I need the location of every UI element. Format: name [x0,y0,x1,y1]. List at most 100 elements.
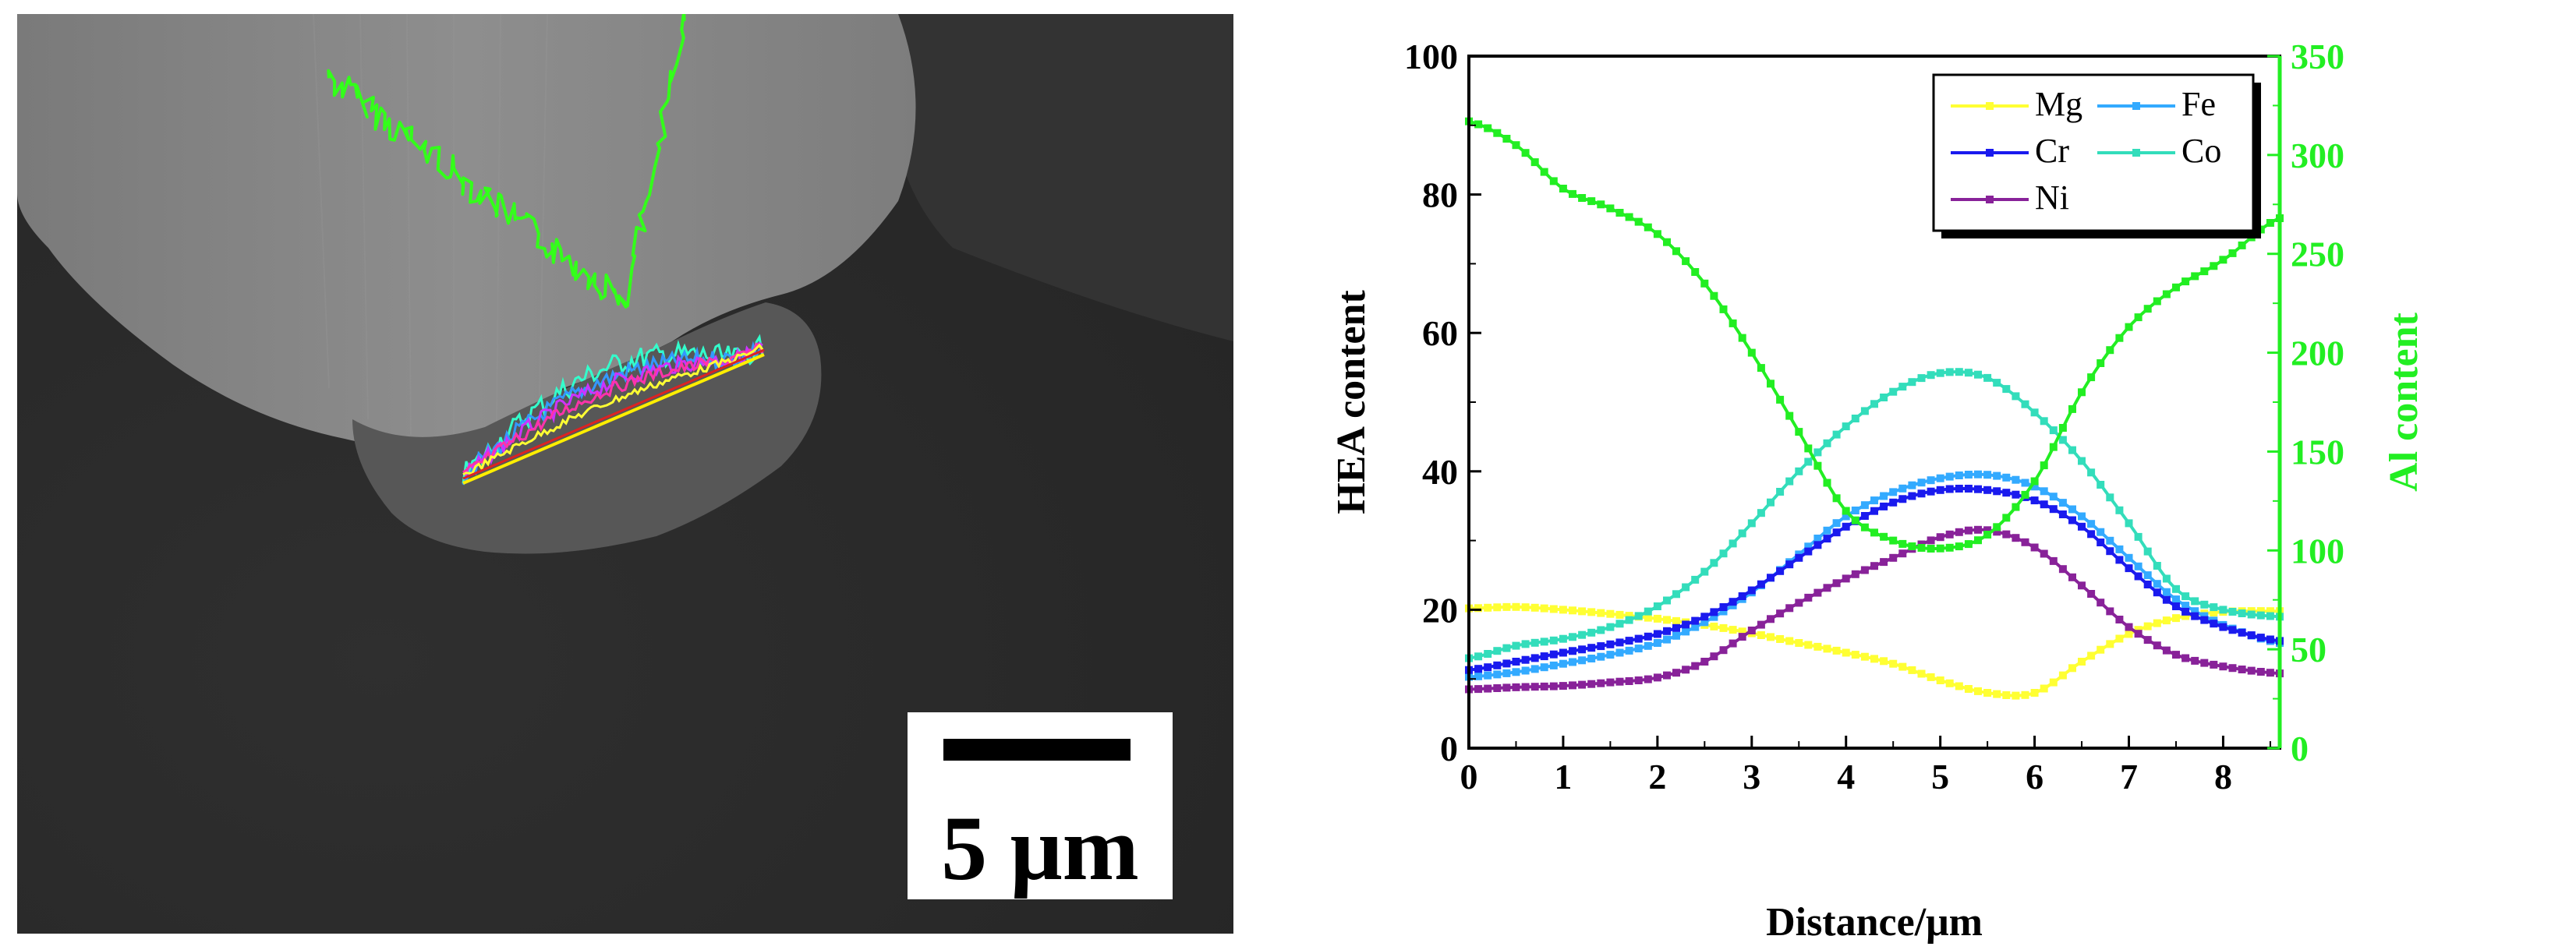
data-point [1747,627,1756,634]
data-point [2266,635,2274,644]
series-layer [1465,117,2284,700]
data-point [1625,677,1633,685]
sem-scan-line [462,353,765,485]
data-point [1767,498,1775,507]
data-point [1615,638,1624,647]
y2-tick-label: 100 [2291,531,2344,570]
data-point [2021,479,2029,487]
data-point [1785,560,1794,569]
data-point [1974,470,1982,479]
data-point [1767,380,1775,388]
data-point [2134,562,2143,570]
data-point [1559,682,1567,690]
data-point [2125,564,2133,573]
data-point [2049,493,2058,501]
data-point [2106,346,2114,355]
data-point [1795,599,1803,607]
data-point [2210,609,2218,616]
data-point [1663,616,1671,624]
x-axis-title: Distance/μm [1766,900,1983,945]
data-point [1474,665,1483,673]
data-point [2162,646,2171,655]
legend-item-ni: Ni [1951,178,2069,217]
x-tick-label: 0 [1460,757,1478,796]
data-point [1484,684,1492,693]
data-point [2097,359,2105,367]
data-point [1493,603,1502,612]
data-point [1936,676,1944,684]
series-mg [1465,602,2284,700]
data-point [1710,608,1718,616]
data-point [1776,609,1785,618]
y2-tick-label: 300 [2291,136,2344,175]
data-point [2115,334,2124,342]
data-point [1832,528,1841,537]
data-point [2210,620,2218,628]
data-point [1993,690,2001,698]
data-point [1936,486,1944,494]
data-point [1615,677,1624,686]
data-point [1606,651,1615,659]
data-point [2134,313,2143,322]
data-point [1540,604,1548,613]
data-point [1880,532,1888,541]
data-point [2040,500,2048,509]
data-point [1606,640,1615,648]
data-point [1945,485,1954,493]
data-point [1644,607,1652,616]
data-point [1767,615,1775,623]
data-point [1776,567,1785,575]
data-point [1974,485,1982,493]
data-point [2172,651,2180,659]
data-point [1785,411,1794,420]
data-point [1889,536,1898,545]
data-point [1530,654,1539,662]
data-point [1502,644,1511,652]
data-point [1587,644,1596,652]
data-point [2058,565,2067,574]
data-point [1955,528,1963,536]
data-point [2002,514,2011,522]
data-point [1974,525,1982,534]
data-point [2068,664,2076,673]
series-ni [1465,525,2284,694]
data-point [1945,679,1954,687]
data-point [1908,378,1916,387]
data-point [2049,505,2058,514]
data-point [2078,658,2086,666]
data-point [2058,436,2067,444]
data-point [2125,623,2133,631]
data-point [2106,640,2114,648]
data-point [2143,305,2152,313]
sem-particle-striations [313,14,548,436]
data-point [2040,549,2048,558]
data-point [1785,477,1794,486]
data-point [1521,655,1530,664]
data-point [1578,656,1587,665]
data-point [1804,457,1813,466]
data-point [2125,553,2133,562]
data-point [2058,424,2067,432]
data-point [1813,535,1822,542]
data-point [2097,528,2105,536]
data-point [2078,522,2086,531]
data-point [1663,238,1671,246]
data-point [1729,626,1737,634]
data-point [1795,553,1803,562]
data-point [1823,645,1831,653]
data-point [2191,597,2199,606]
data-point [2058,499,2067,507]
data-point [1559,634,1567,643]
data-point [2266,219,2274,227]
data-point [2087,652,2096,660]
data-point [1945,543,1954,552]
data-point [1917,544,1926,552]
x-tick-label: 2 [1648,757,1666,796]
data-point [1993,487,2001,496]
data-point [1832,519,1841,528]
data-point [2087,373,2096,382]
data-point [2228,626,2237,634]
data-point [1578,645,1587,654]
data-point [1634,217,1643,226]
data-point [2181,654,2190,662]
